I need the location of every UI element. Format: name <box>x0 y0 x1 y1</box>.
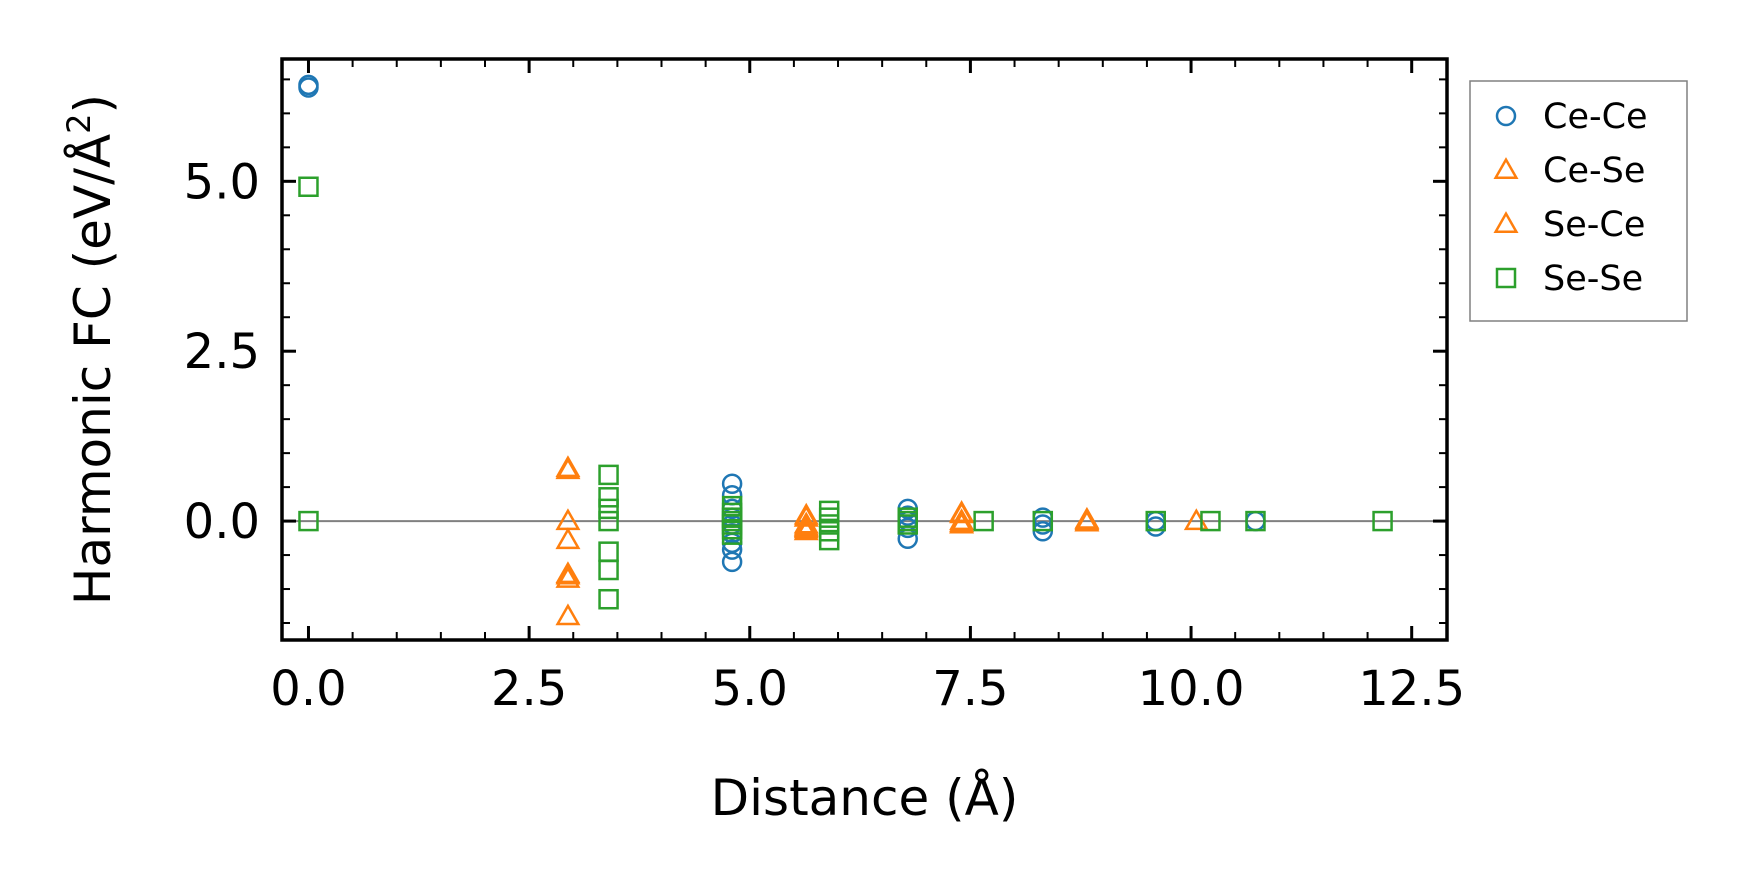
y-tick-label: 2.5 <box>184 324 260 380</box>
series-se-se <box>298 176 1393 610</box>
data-point-se-se <box>598 588 619 610</box>
data-point-ce-se <box>793 518 819 541</box>
data-point-ce-ce <box>721 539 743 560</box>
series-se-ce <box>555 455 1100 584</box>
legend-marker-ce-ce <box>1495 105 1517 127</box>
data-point-se-se <box>897 514 918 535</box>
data-point-se-se <box>1032 510 1054 532</box>
legend-entry-ce-se: Ce-Se <box>1493 151 1645 191</box>
y-axis-title-main: Harmonic FC (eV/Å <box>64 134 122 605</box>
x-tick-label: 0.0 <box>270 661 346 717</box>
data-point-se-ce <box>949 501 975 524</box>
y-axis-title-close: ) <box>64 94 122 114</box>
data-point-se-se <box>1145 510 1166 532</box>
data-point-se-se <box>1245 510 1266 532</box>
plot-frame <box>280 57 1449 642</box>
data-point-ce-se <box>555 565 581 588</box>
data-point-ce-se <box>555 603 581 626</box>
data-point-se-se <box>598 510 619 532</box>
data-point-ce-se <box>1074 509 1100 532</box>
y-tick-label: 5.0 <box>184 154 260 210</box>
data-point-se-se <box>598 487 619 508</box>
legend-label-ce-ce: Ce-Ce <box>1543 97 1648 137</box>
data-point-se-se <box>298 176 319 198</box>
data-point-ce-se <box>555 527 581 550</box>
legend-entry-se-se: Se-Se <box>1495 259 1643 299</box>
y-tick-label: 0.0 <box>184 494 260 550</box>
y-axis-title-superscript: 2 <box>60 113 98 133</box>
x-tick-label: 2.5 <box>491 661 567 717</box>
legend-entries: Ce-Ce Ce-Se Se-Ce Se-Se <box>1493 97 1648 299</box>
data-point-se-se <box>598 498 619 520</box>
x-axis-title: Distance (Å) <box>711 769 1019 827</box>
legend-label-se-se: Se-Se <box>1543 259 1643 299</box>
data-point-ce-ce <box>721 473 743 494</box>
data-point-se-se <box>598 559 619 581</box>
x-tick-label: 10.0 <box>1138 661 1245 717</box>
x-tick-label: 7.5 <box>932 661 1008 717</box>
x-tick-label: 12.5 <box>1358 661 1465 717</box>
data-point-se-se <box>1200 510 1221 532</box>
data-point-ce-ce <box>298 77 319 98</box>
data-point-se-se <box>973 510 994 532</box>
data-point-se-ce <box>555 561 581 584</box>
data-point-se-ce <box>793 513 819 536</box>
legend-marker-se-ce <box>1493 211 1519 234</box>
legend: Ce-Ce Ce-Se Se-Ce Se-Se <box>1469 80 1688 322</box>
data-point-se-se <box>721 524 743 545</box>
data-points <box>298 74 1393 626</box>
data-point-se-se <box>1372 510 1393 532</box>
legend-entry-ce-ce: Ce-Ce <box>1495 97 1648 137</box>
data-point-se-se <box>298 510 319 532</box>
data-point-se-se <box>818 529 840 551</box>
data-point-se-ce <box>949 510 975 533</box>
legend-entry-se-ce: Se-Ce <box>1493 205 1645 245</box>
tick-labels: 0.0 2.5 5.0 7.5 10.0 12.5 0.0 2.5 5.0 <box>184 154 1465 717</box>
legend-marker-se-se <box>1495 267 1517 289</box>
legend-marker-ce-se <box>1493 157 1519 180</box>
legend-label-se-ce: Se-Ce <box>1543 205 1645 245</box>
x-tick-label: 5.0 <box>712 661 788 717</box>
legend-box <box>1469 80 1688 322</box>
data-point-ce-ce <box>721 551 743 573</box>
y-axis-title: Harmonic FC (eV/Å2) <box>60 94 122 605</box>
data-point-se-ce <box>555 455 581 478</box>
data-point-se-ce <box>793 504 819 527</box>
data-point-se-ce <box>1074 506 1100 529</box>
legend-label-ce-se: Ce-Se <box>1543 151 1645 191</box>
data-point-se-se <box>598 464 619 486</box>
